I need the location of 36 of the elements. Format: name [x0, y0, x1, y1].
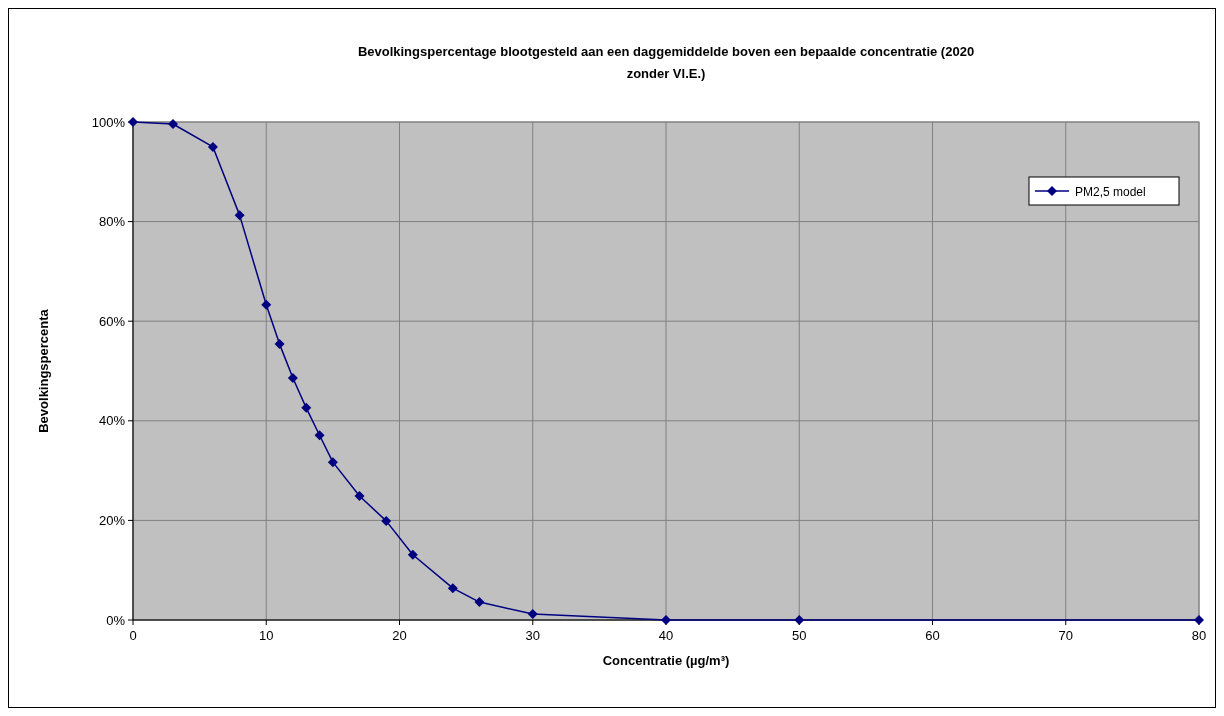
point	[327, 457, 338, 468]
point	[354, 491, 365, 501]
point	[314, 430, 325, 441]
x-tick-label: 80	[1191, 628, 1207, 643]
x-axis-title: Concentratie (µg/m³)	[602, 653, 730, 668]
point	[661, 615, 671, 625]
point	[407, 549, 418, 560]
y-tick-label: 60%	[98, 313, 126, 329]
point	[447, 583, 458, 594]
point	[381, 515, 392, 526]
y-tick-label: 0%	[106, 612, 126, 628]
x-tick-label: 20	[392, 628, 407, 643]
x-tick-label: 50	[792, 628, 807, 643]
x-tick-label: 60	[925, 628, 940, 643]
y-tick-label: 80%	[98, 214, 126, 230]
y-tick-label: 40%	[98, 413, 126, 429]
x-tick-label: 0	[129, 628, 137, 643]
y-axis-title: Bevolkingspercenta	[36, 308, 51, 433]
point	[527, 609, 538, 620]
point	[207, 141, 218, 152]
point	[301, 402, 312, 413]
chart-title: Bevolkingspercentage blootgesteld aan een daggemiddelde boven een bepaalde concentratie (2020 zonder Vl.E.)	[357, 44, 975, 81]
x-tick-label: 40	[658, 628, 674, 643]
y-tick-label: 100%	[91, 114, 126, 130]
x-tick-label: 10	[259, 628, 274, 643]
x-tick-label: 30	[525, 628, 540, 643]
y-tick-label: 20%	[98, 512, 126, 528]
x-tick-label: 70	[1058, 628, 1073, 643]
point	[274, 339, 285, 350]
legend-label: PM2,5 model	[1075, 184, 1146, 199]
point	[287, 372, 298, 383]
point	[167, 118, 178, 129]
point	[234, 210, 245, 221]
point	[261, 299, 272, 310]
point	[794, 615, 805, 625]
point	[474, 597, 485, 608]
